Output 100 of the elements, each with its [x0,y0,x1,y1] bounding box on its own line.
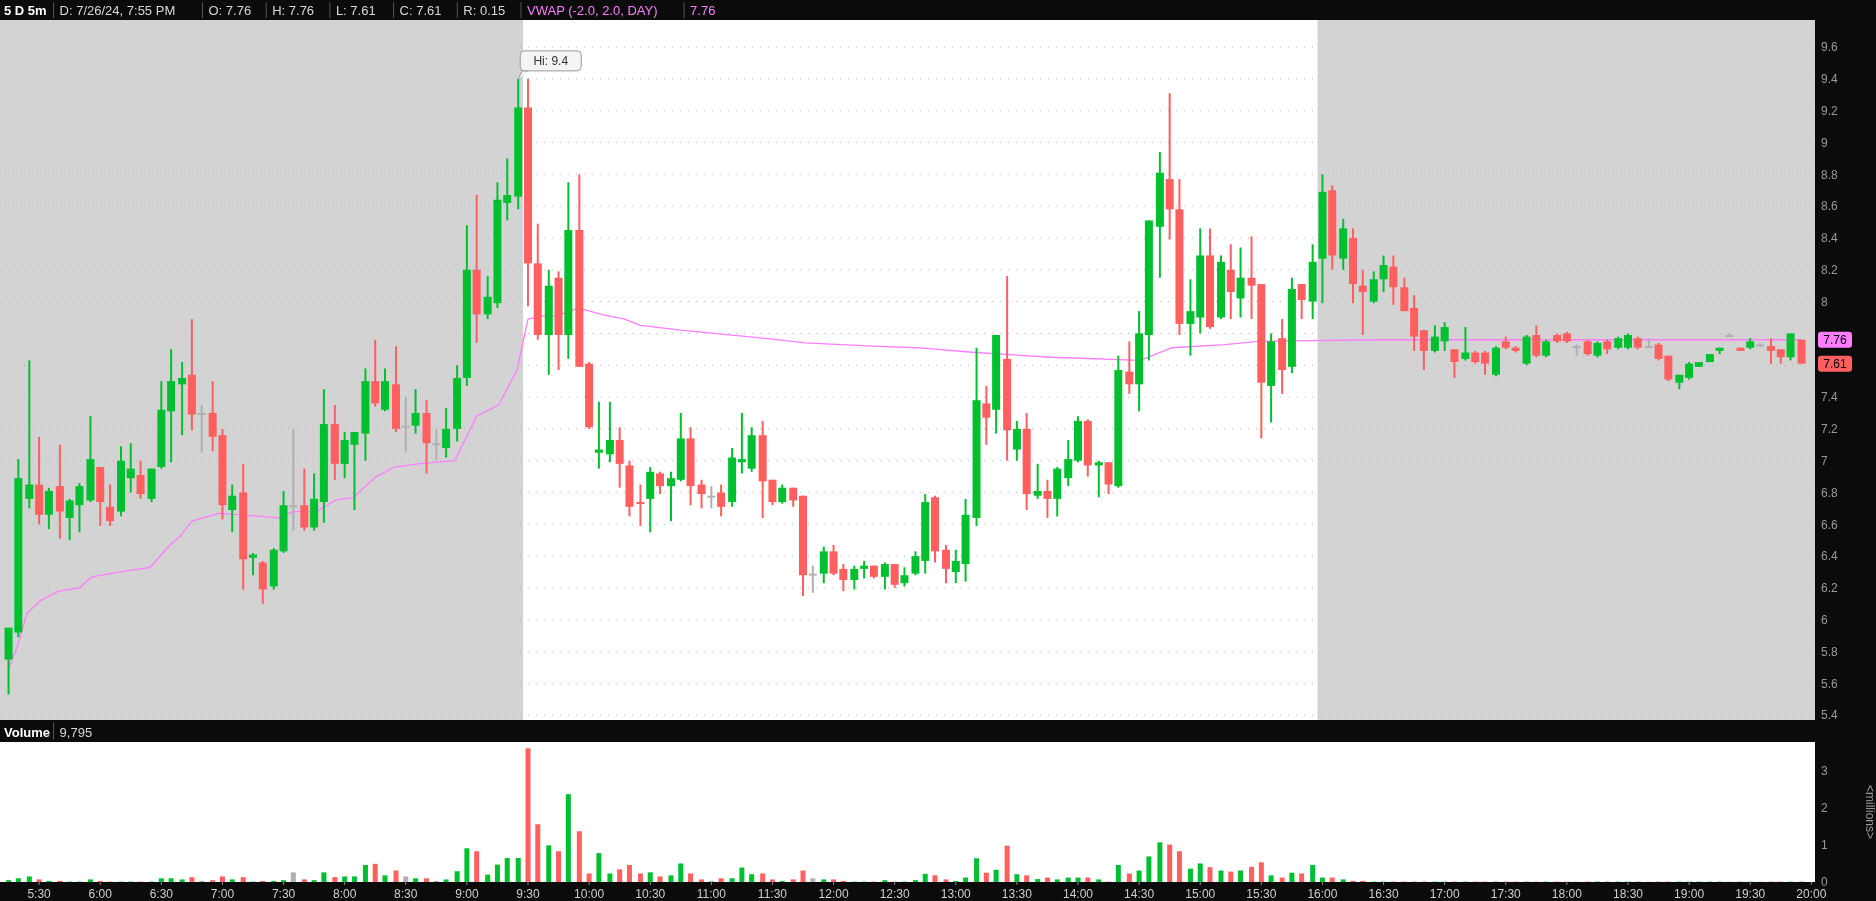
y-tick-label: 8 [1821,294,1828,309]
bar [1258,862,1264,882]
bar [983,872,989,882]
candlestick [808,564,817,594]
candlestick [1226,243,1235,321]
x-tick-label: 13:00 [940,887,972,901]
y-tick-label: 7.2 [1821,422,1839,437]
bar [790,879,796,882]
bar [485,874,491,882]
candlestick [44,486,53,531]
bar [576,831,582,882]
bar [607,873,613,882]
y-tick-label: 5.6 [1821,676,1839,691]
y-tick-label: 2 [1821,801,1828,816]
x-tick-label: 10:00 [574,887,605,901]
y-tick-label: 8.4 [1821,231,1839,246]
bar [351,876,357,882]
candlestick [1094,459,1103,499]
candlestick [717,483,726,518]
candlestick [1064,439,1073,488]
x-tick-label: 19:00 [1674,887,1705,901]
bar [229,879,235,882]
x-tick-label: 8:30 [394,887,418,901]
y-tick-label: 7.4 [1821,390,1839,405]
candlestick [636,483,645,527]
x-tick-label: 16:00 [1307,887,1338,901]
y-tick-label: 7 [1821,453,1828,468]
candlestick [1358,268,1367,336]
candlestick [178,361,187,437]
candlestick [850,564,859,591]
bar [1136,870,1142,882]
bar [301,879,307,882]
bar [1299,873,1305,882]
candlestick [819,545,828,585]
bar [1096,879,1102,882]
candlestick [737,411,746,475]
bar [1187,868,1193,882]
text: D: 7/26/24, 7:55 PM [59,3,176,18]
candlestick [1236,246,1245,319]
bar [535,824,541,882]
text: R: 0.15 [463,3,506,18]
bar [1157,842,1163,882]
x-tick-label: 8:00 [332,887,357,901]
bar [1238,870,1244,882]
bar [1268,875,1274,882]
candlestick [432,427,441,462]
x-tick-label: 19:30 [1735,887,1766,901]
candlestick [1430,324,1439,354]
bar [943,879,949,882]
bar [1329,877,1335,882]
bar [769,879,775,882]
text: 9,795 [59,725,93,740]
candlestick [594,400,603,470]
candlestick [136,459,145,500]
y-tick-label: 9.2 [1821,103,1839,118]
bar [993,869,999,882]
y-tick-label: 1 [1821,838,1828,853]
bar [974,858,980,882]
x-tick-label: 6:00 [88,887,113,901]
x-tick-label: 10:30 [635,887,666,901]
bar [739,867,745,882]
y-tick-label: 6.2 [1821,581,1839,596]
x-tick-label: 11:00 [696,887,727,901]
candlestick [697,478,706,510]
bar [1310,864,1316,882]
bar [718,878,724,882]
candlestick [300,467,309,532]
bar [1085,877,1091,882]
bar [932,875,938,882]
chart-title: Volume [4,725,50,740]
bar [494,864,500,882]
bar [1340,879,1346,882]
bar [1126,873,1132,882]
bar [424,878,430,882]
bar [515,857,521,882]
y-tick-label: 6.8 [1821,485,1839,500]
text: L: 7.61 [335,3,376,18]
y-tick-label: 5.4 [1821,708,1839,723]
bar [1115,864,1121,882]
bar [1044,877,1050,882]
bar [403,876,409,882]
bar [362,864,368,882]
bar [637,873,643,882]
bar [688,873,694,882]
bar [1249,866,1255,882]
bar [626,864,632,882]
bar [413,878,419,882]
bar [749,874,755,882]
candlestick [1481,349,1489,376]
candlestick [249,551,257,577]
candlestick [442,407,451,459]
bar [1004,845,1010,882]
candlestick [503,157,512,222]
y-tick-label: 9 [1821,135,1828,150]
bar [647,872,653,882]
chart-title: 5 D 5m [4,3,47,18]
bar [393,870,399,882]
bar [1014,874,1020,882]
bar [372,863,378,882]
bar [219,876,225,882]
